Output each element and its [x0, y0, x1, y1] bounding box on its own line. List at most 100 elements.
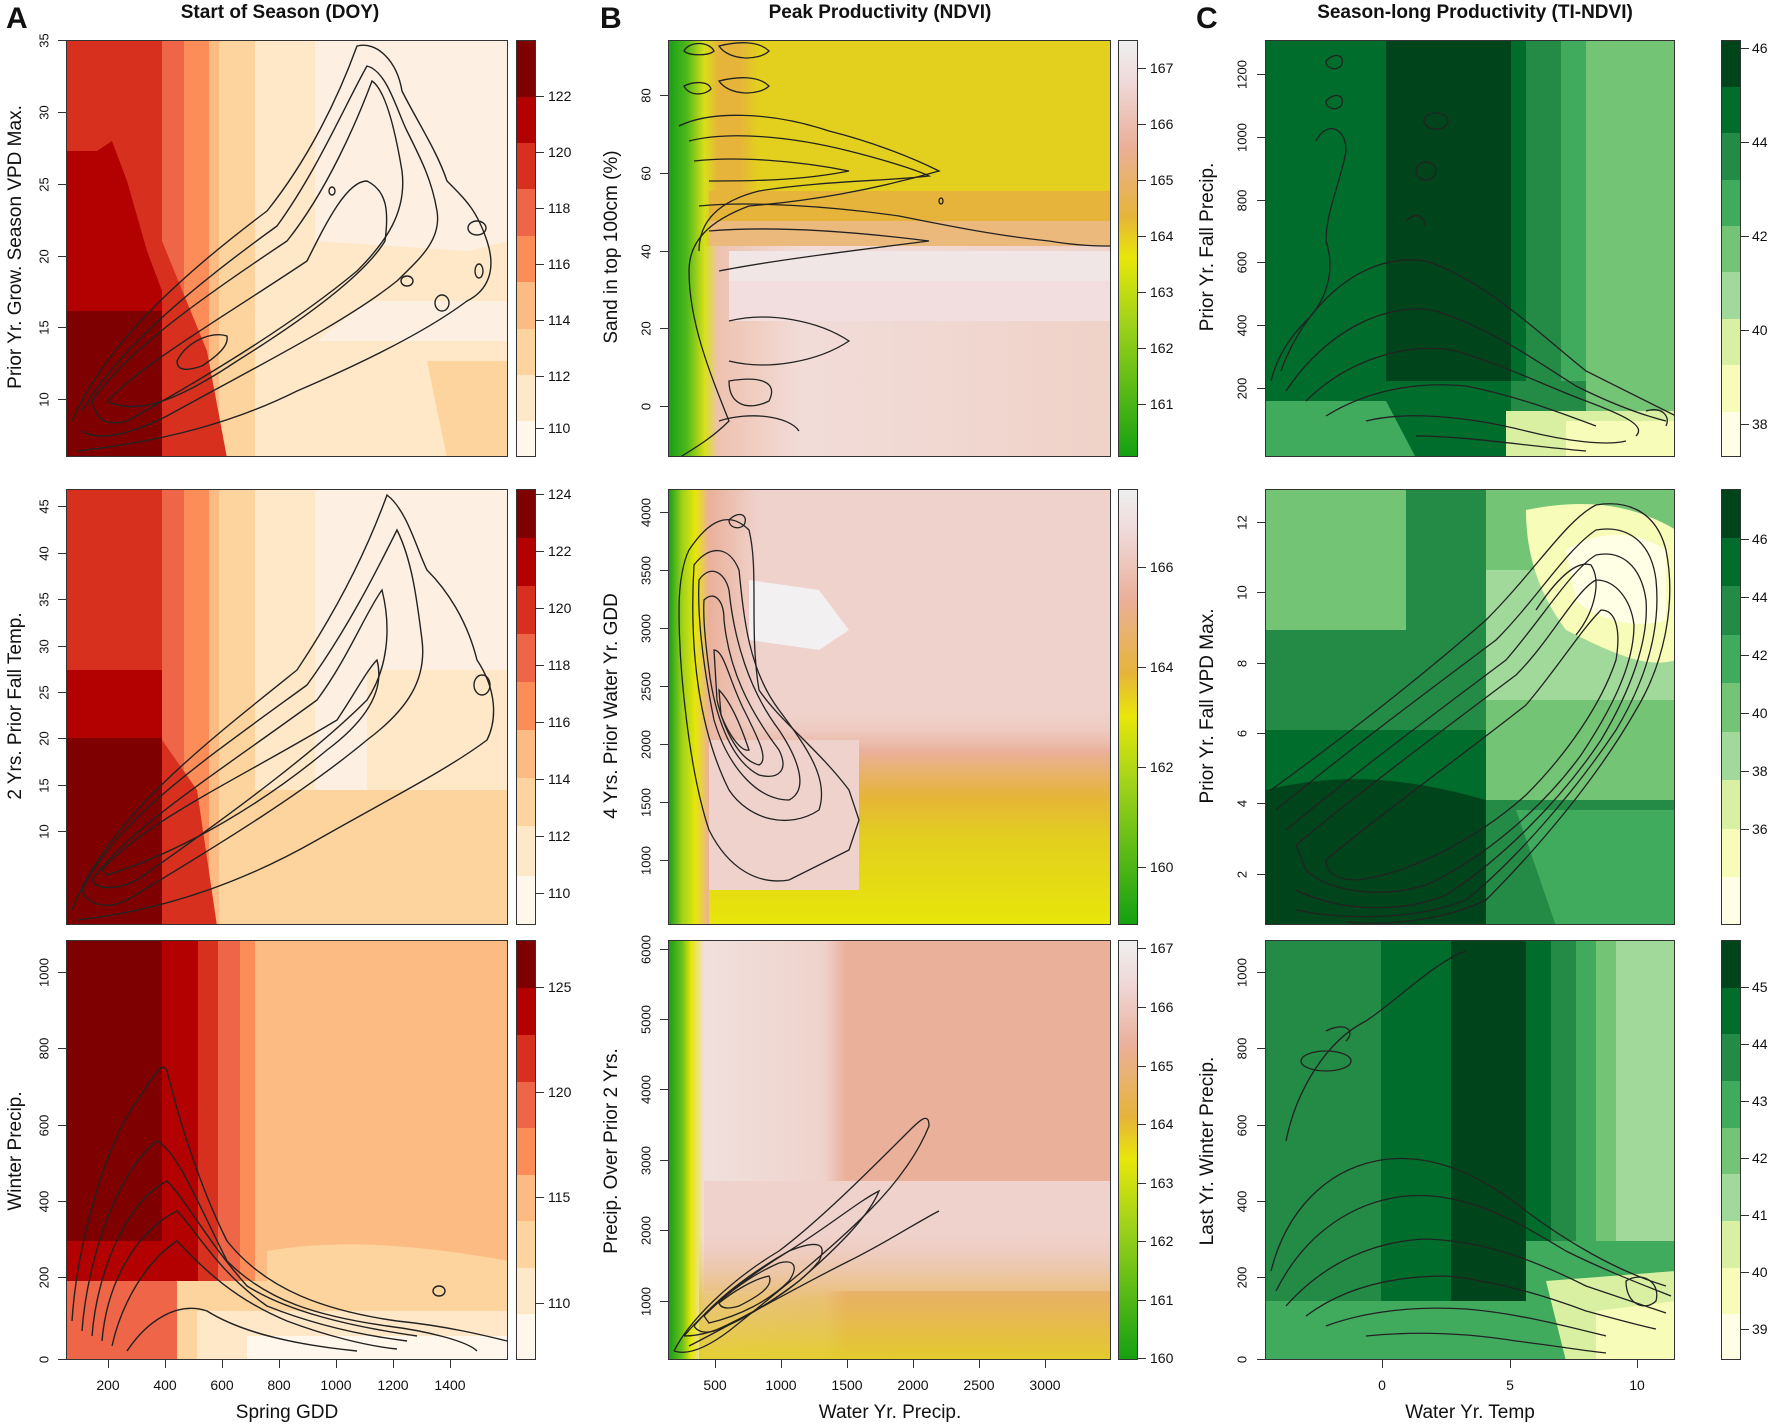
heatmap-c3-image	[1266, 941, 1674, 1359]
colorbar-tick	[1138, 1007, 1146, 1008]
y-tick-label: 0	[36, 1355, 52, 1364]
y-tick-label: 400	[1234, 1190, 1250, 1213]
y-tick-label: 3500	[638, 556, 654, 585]
panel-letter-b: B	[600, 2, 622, 35]
y-axis-title: Prior Yr. Fall VPD Max.	[1197, 608, 1218, 804]
y-tick	[58, 184, 66, 185]
y-tick	[660, 512, 668, 513]
colorbar-label: 43	[1752, 1093, 1768, 1109]
x-tick-label: 10	[1629, 1377, 1645, 1393]
colorbar-a1-gradient	[517, 41, 535, 456]
colorbar-tick	[1741, 1044, 1749, 1045]
y-tick	[1257, 388, 1265, 389]
y-tick	[660, 328, 668, 329]
y-axis-title: Winter Precip.	[5, 1091, 26, 1211]
colorbar-b1-gradient	[1119, 41, 1137, 456]
heatmap-a2-image	[67, 490, 507, 924]
colorbar-tick	[1138, 1124, 1146, 1125]
y-tick-label: 800	[1234, 1037, 1250, 1060]
colorbar-tick	[536, 665, 544, 666]
y-tick-label: 6000	[638, 935, 654, 964]
y-tick-label: 1000	[638, 1287, 654, 1316]
y-tick-label: 1000	[36, 958, 52, 987]
x-tick-label: 600	[210, 1377, 234, 1393]
x-tick	[847, 1360, 848, 1368]
y-tick-label: 4	[1234, 799, 1250, 808]
colorbar-b2-gradient	[1119, 490, 1137, 924]
y-tick	[1257, 1277, 1265, 1278]
y-tick	[58, 327, 66, 328]
y-tick-label: 1000	[1234, 123, 1250, 152]
colorbar-label: 112	[548, 828, 571, 844]
y-tick-label: 80	[638, 88, 654, 103]
colorbar-a2	[516, 489, 536, 925]
colorbar-c2-gradient	[1722, 490, 1740, 924]
heatmap-c3	[1265, 940, 1675, 1360]
y-tick	[660, 1230, 668, 1231]
y-tick	[660, 860, 668, 861]
x-tick-label: 1500	[831, 1377, 863, 1393]
colorbar-label: 120	[548, 1084, 572, 1100]
y-tick	[58, 40, 66, 41]
colorbar-label: 44	[1752, 134, 1768, 150]
colorbar-label: 122	[548, 543, 572, 559]
colorbar-tick	[536, 893, 544, 894]
x-tick-label: 2500	[963, 1377, 995, 1393]
y-tick	[58, 256, 66, 257]
colorbar-label: 162	[1150, 1233, 1174, 1249]
y-tick	[1257, 522, 1265, 523]
column-title-b: Peak Productivity (NDVI)	[768, 2, 992, 23]
colorbar-tick	[536, 608, 544, 609]
y-tick-label: 40	[638, 244, 654, 259]
colorbar-label: 120	[548, 144, 572, 160]
colorbar-label: 161	[1150, 1292, 1174, 1308]
heatmap-a2	[66, 489, 508, 925]
colorbar-label: 38	[1752, 416, 1768, 432]
colorbar-tick	[1741, 655, 1749, 656]
x-tick	[1510, 1360, 1511, 1368]
y-tick-label: 400	[36, 1190, 52, 1213]
colorbar-c2	[1721, 489, 1741, 925]
x-tick-label: 400	[153, 1377, 177, 1393]
colorbar-label: 165	[1150, 172, 1174, 188]
heatmap-c1	[1265, 40, 1675, 457]
colorbar-tick	[1741, 424, 1749, 425]
colorbar-a3-gradient	[517, 941, 535, 1359]
y-tick-label: 1500	[638, 788, 654, 817]
y-tick	[1257, 1125, 1265, 1126]
y-tick	[58, 112, 66, 113]
colorbar-label: 44	[1752, 1036, 1768, 1052]
heatmap-b3-image	[669, 941, 1110, 1359]
y-tick-label: 3000	[638, 1146, 654, 1175]
y-tick	[1257, 972, 1265, 973]
colorbar-label: 167	[1150, 940, 1174, 956]
colorbar-label: 164	[1150, 1116, 1174, 1132]
colorbar-label: 116	[548, 256, 571, 272]
x-tick	[979, 1360, 980, 1368]
colorbar-label: 160	[1150, 859, 1174, 875]
colorbar-a3	[516, 940, 536, 1360]
colorbar-label: 110	[548, 885, 571, 901]
colorbar-tick	[1138, 948, 1146, 949]
colorbar-tick	[536, 722, 544, 723]
y-tick-label: 600	[36, 1114, 52, 1137]
y-tick-label: 800	[36, 1037, 52, 1060]
x-tick-label: 2000	[897, 1377, 929, 1393]
colorbar-tick	[1741, 1272, 1749, 1273]
y-tick	[58, 1048, 66, 1049]
y-tick	[58, 692, 66, 693]
x-tick	[1637, 1360, 1638, 1368]
y-tick-label: 35	[36, 33, 52, 48]
colorbar-label: 120	[548, 600, 572, 616]
colorbar-c3	[1721, 940, 1741, 1360]
colorbar-label: 42	[1752, 647, 1768, 663]
colorbar-label: 115	[548, 1189, 571, 1205]
y-tick	[1257, 874, 1265, 875]
colorbar-label: 116	[548, 714, 571, 730]
heatmap-b2-image	[669, 490, 1110, 924]
colorbar-label: 166	[1150, 116, 1174, 132]
column-title-a: Start of Season (DOY)	[180, 2, 380, 23]
y-tick-label: 1000	[638, 846, 654, 875]
colorbar-tick	[536, 494, 544, 495]
y-tick	[1257, 137, 1265, 138]
